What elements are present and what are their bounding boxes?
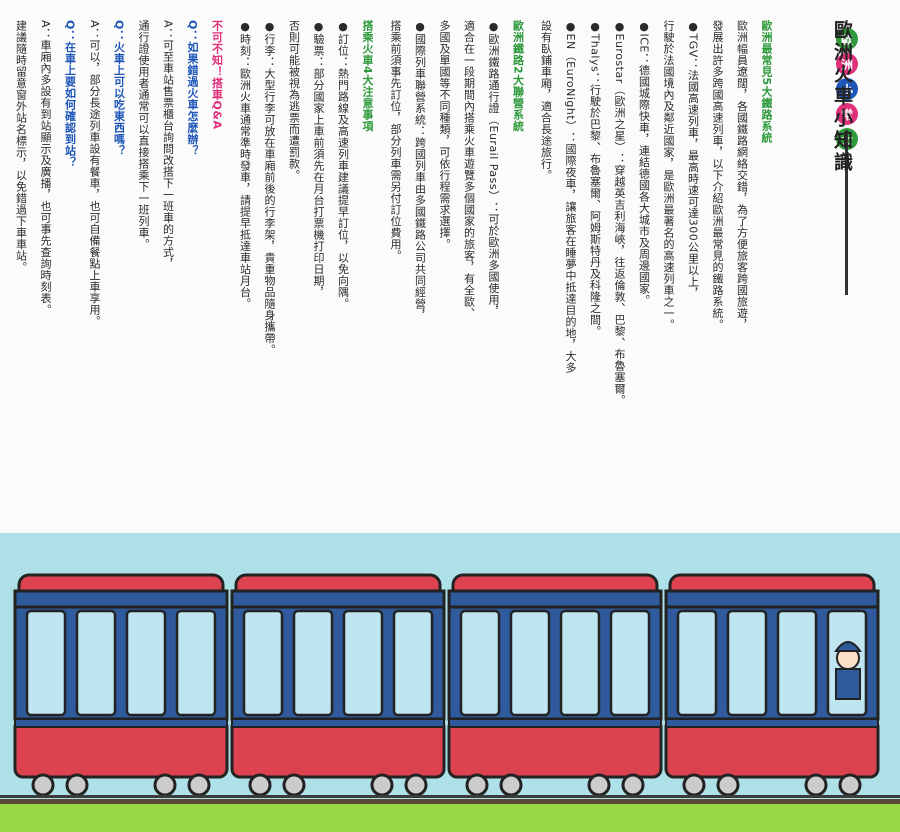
text-column: 多國及單國等不同種類，可依行程需求選擇。 — [438, 20, 450, 250]
title-badge: 小 — [836, 78, 858, 100]
driver-cap — [834, 641, 862, 652]
train-window — [609, 609, 651, 717]
text-column: 適合在一段期間內搭乘火車遊覽多個國家的旅客，有全歐、 — [462, 20, 475, 319]
train-stripe — [231, 718, 445, 728]
train-window — [392, 609, 434, 717]
train-stripe — [448, 718, 662, 728]
text-column: A：可以，部分長途列車設有餐車，也可自備餐點上車享用。 — [88, 20, 100, 328]
text-column: A：車廂內多設有到站顯示及廣播，也可事先查詢時刻表。 — [39, 20, 51, 316]
text-column: ●Thalys：行駛於巴黎、布魯塞爾、阿姆斯特丹及科隆之間。 — [588, 20, 601, 337]
text-column: 通行證使用者通常可以直接搭乘下一班列車。 — [137, 20, 149, 250]
section-heading: 歐洲最常見5大鐵路系統 — [760, 20, 772, 144]
text-column: ●驗票：部分國家上車前須先在月台打票機打印日期， — [312, 20, 324, 298]
track-bed — [0, 799, 900, 805]
grass-ground — [0, 804, 900, 832]
text-column: ●歐洲鐵路通行證（Eurail Pass）：可於歐洲多國使用， — [487, 20, 499, 317]
train-wheel — [499, 773, 523, 797]
section-heading: 不可不知！搭車Q&A — [210, 20, 223, 130]
train-wheel — [370, 773, 394, 797]
text-column: 搭乘前須事先訂位，部分列車需另付訂位費用。 — [389, 20, 401, 262]
text-column: ●時刻：歐洲火車通常準時發車，請提早抵達車站月台。 — [238, 20, 251, 310]
train-wheel — [187, 773, 211, 797]
train-wheel — [248, 773, 272, 797]
train-illustration — [0, 533, 900, 832]
train-wheel — [682, 773, 706, 797]
train-wheel — [282, 773, 306, 797]
faq-question: Q：如果錯過火車怎麼辦？ — [186, 20, 198, 157]
text-column: ●Eurostar（歐洲之星）：穿越英吉利海峽，往返倫敦、巴黎、布魯塞爾。 — [613, 20, 625, 406]
train-drawing — [13, 573, 880, 797]
train-wheel — [31, 773, 55, 797]
text-column: 設有臥鋪車廂，適合長途旅行。 — [539, 20, 552, 181]
train-stripe — [14, 718, 228, 728]
train-window — [175, 609, 217, 717]
text-column: ●訂位：熱門路線及高速列車建議提早訂位，以免向隅。 — [336, 20, 349, 310]
train-wheel — [587, 773, 611, 797]
train-window — [342, 609, 384, 717]
train-window — [459, 609, 501, 717]
faq-question: Q：火車上可以吃東西嗎？ — [112, 20, 125, 157]
title-badge: 常 — [836, 103, 858, 125]
train-wheel — [404, 773, 428, 797]
train-stripe — [665, 718, 879, 728]
train-wheel — [621, 773, 645, 797]
train-wheel — [716, 773, 740, 797]
text-column: ●國際列車聯營系統：跨國列車由多國鐵路公司共同經營， — [413, 20, 426, 321]
train-window — [125, 609, 167, 717]
train-wheel — [153, 773, 177, 797]
section-heading: 搭乘火車4大注意事項 — [361, 20, 373, 132]
train-window — [676, 609, 718, 717]
train-window — [559, 609, 601, 717]
text-column: ●EN（EuroNight）：國際夜車，讓旅客在睡夢中抵達目的地，大多 — [564, 20, 576, 374]
text-column: 發展出許多跨國高速列車，以下介紹歐洲最常見的鐵路系統。 — [711, 20, 723, 331]
title-rule — [845, 130, 848, 295]
text-column: 建議隨時留意窗外站名標示，以免錯過下車車站。 — [14, 20, 27, 273]
rail — [0, 795, 900, 798]
train-window — [25, 609, 67, 717]
text-column: A：可至車站售票櫃台詢問改搭下一班車的方式， — [161, 20, 174, 270]
text-column: ●ICE：德國城際快車，連結德國各大城市及周邊國家。 — [637, 20, 650, 306]
train-wheel — [465, 773, 489, 797]
title-badge: 洲 — [836, 53, 858, 75]
section-heading: 歐洲鐵路2大聯營系統 — [511, 20, 524, 132]
train-window — [242, 609, 284, 717]
article-panel: 歐洲小常士 歐洲火車小知識 歐洲最常見5大鐵路系統歐洲幅員遼闊，各國鐵路網絡交錯… — [14, 20, 858, 406]
train-window — [726, 609, 768, 717]
text-column: ●TGV：法國高速列車，最高時速可達300公里以上， — [686, 20, 699, 299]
train-window — [75, 609, 117, 717]
train-wheel — [804, 773, 828, 797]
train-wheel — [838, 773, 862, 797]
train-window — [509, 609, 551, 717]
text-column: 歐洲幅員遼闊，各國鐵路網絡交錯，為了方便旅客跨國旅遊， — [735, 20, 748, 331]
train-window — [292, 609, 334, 717]
article-title: 歐洲火車小知識 — [831, 20, 853, 174]
train-wheel — [65, 773, 89, 797]
faq-question: Q：在車上要如何確認到站？ — [63, 20, 76, 168]
train-window — [776, 609, 818, 717]
text-column: 否則可能被視為逃票而遭罰款。 — [287, 20, 300, 181]
driver-uniform — [835, 668, 861, 700]
text-column: 行駛於法國境內及鄰近國家，是歐洲最著名的高速列車之一。 — [662, 20, 674, 331]
text-column: ●行李：大型行李可放在車廂前後的行李架，貴重物品隨身攜帶。 — [263, 20, 275, 356]
title-badge: 歐 — [836, 28, 858, 50]
